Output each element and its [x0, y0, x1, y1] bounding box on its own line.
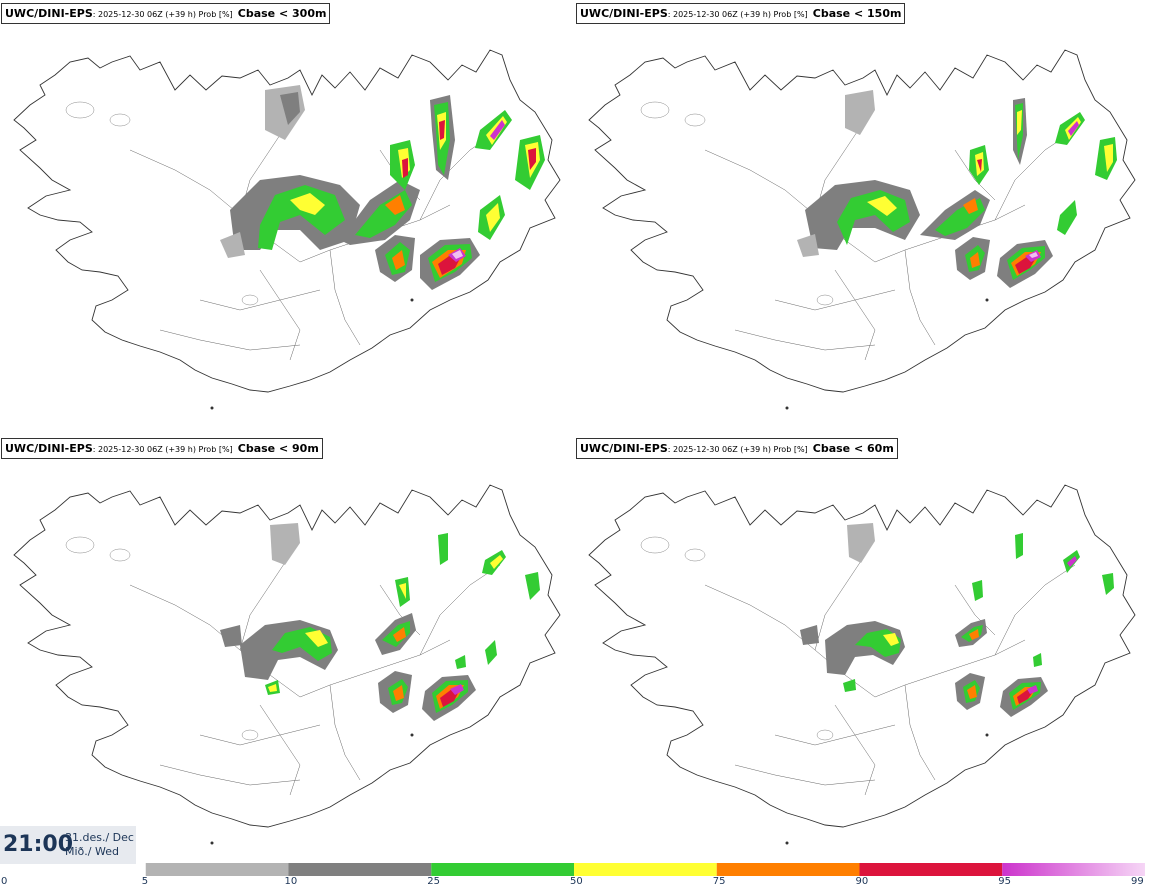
valid-time: 21:00 — [3, 832, 74, 857]
probability-shading — [220, 85, 545, 290]
model-name: UWC/DINI-EPS — [580, 7, 668, 20]
colorbar-tick-label: 99 — [1131, 876, 1144, 887]
colorbar-bin — [716, 863, 860, 876]
colorbar-tick-label: 0 — [1, 876, 8, 887]
panel-title: UWC/DINI-EPS: 2025-12-30 06Z (+39 h) Pro… — [576, 3, 906, 24]
colorbar-tick-label: 90 — [855, 876, 869, 887]
colorbar-bin — [1002, 863, 1145, 876]
run-info: : 2025-12-30 06Z (+39 h) Prob [%] — [92, 445, 233, 454]
run-info: : 2025-12-30 06Z (+39 h) Prob [%] — [92, 10, 233, 19]
panel-title: UWC/DINI-EPS: 2025-12-30 06Z (+39 h) Pro… — [576, 438, 898, 459]
colorbar-tick-label: 50 — [570, 876, 583, 887]
colorbar-tick-label: 95 — [998, 876, 1011, 887]
colorbar-bin — [431, 863, 574, 876]
colorbar-bin — [288, 863, 432, 876]
map-panel-cbase-300: UWC/DINI-EPS: 2025-12-30 06Z (+39 h) Pro… — [0, 0, 575, 435]
variable-name: Cbase < 60m — [812, 442, 894, 455]
map-panel-cbase-60: UWC/DINI-EPS: 2025-12-30 06Z (+39 h) Pro… — [575, 435, 1150, 870]
colorbar-tick-label: 10 — [284, 876, 298, 887]
run-info: : 2025-12-30 06Z (+39 h) Prob [%] — [667, 445, 808, 454]
panel-title: UWC/DINI-EPS: 2025-12-30 06Z (+39 h) Pro… — [1, 3, 331, 24]
colorbar-bin — [145, 863, 289, 876]
probability-map — [13, 484, 561, 845]
map-panel-cbase-150: UWC/DINI-EPS: 2025-12-30 06Z (+39 h) Pro… — [575, 0, 1150, 435]
probability-map — [13, 49, 561, 410]
colorbar-bins — [145, 863, 1145, 876]
probability-shading — [797, 90, 1117, 288]
run-info: : 2025-12-30 06Z (+39 h) Prob [%] — [667, 10, 808, 19]
colorbar-tick-label: 25 — [427, 876, 440, 887]
colorbar-bin — [859, 863, 1003, 876]
model-name: UWC/DINI-EPS — [5, 442, 93, 455]
model-name: UWC/DINI-EPS — [580, 442, 668, 455]
probability-shading — [800, 523, 1114, 717]
panel-title: UWC/DINI-EPS: 2025-12-30 06Z (+39 h) Pro… — [1, 438, 323, 459]
valid-weekday: Mið./ Wed — [65, 845, 119, 858]
variable-name: Cbase < 150m — [812, 7, 902, 20]
probability-colorbar — [0, 862, 1150, 891]
colorbar-tick-label: 75 — [712, 876, 726, 887]
colorbar-tick-label: 5 — [141, 876, 149, 887]
colorbar-bin — [574, 863, 717, 876]
valid-date: 31.des./ Dec — [65, 831, 134, 844]
probability-shading — [220, 523, 540, 721]
probability-map — [588, 484, 1136, 845]
variable-name: Cbase < 90m — [237, 442, 319, 455]
valid-time-box: 21:00 31.des./ Dec Mið./ Wed — [0, 826, 136, 864]
variable-name: Cbase < 300m — [237, 7, 327, 20]
model-name: UWC/DINI-EPS — [5, 7, 93, 20]
map-panel-cbase-90: UWC/DINI-EPS: 2025-12-30 06Z (+39 h) Pro… — [0, 435, 575, 870]
probability-map — [588, 49, 1136, 410]
